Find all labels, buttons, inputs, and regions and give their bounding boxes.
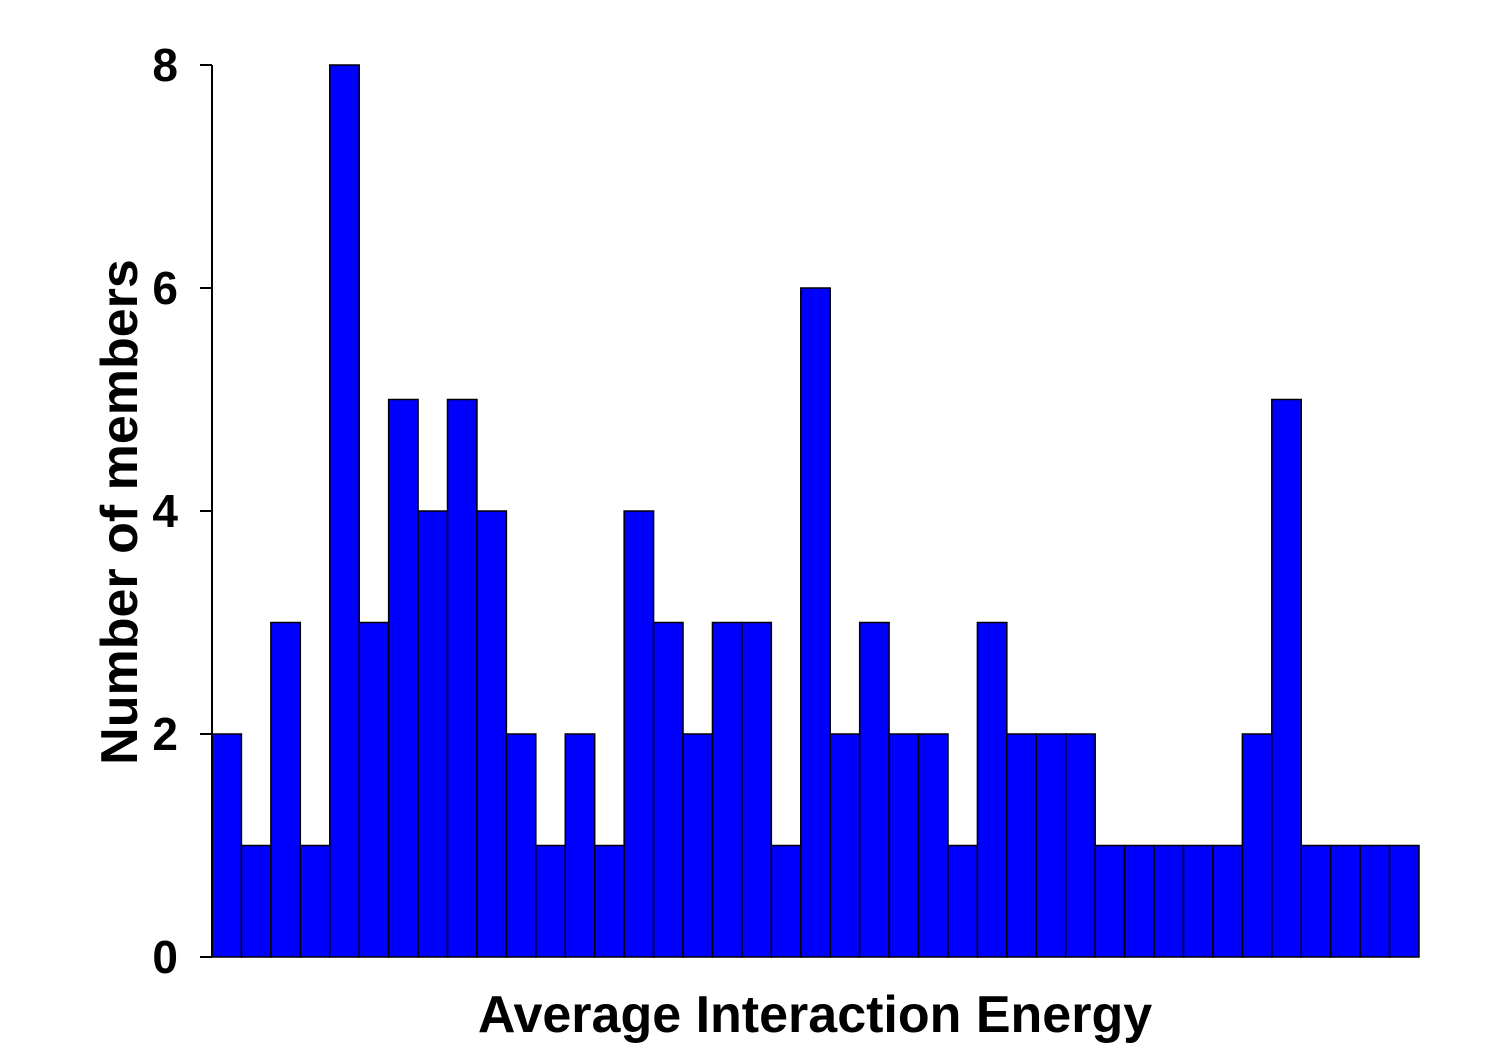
histogram-bar (476, 510, 508, 958)
histogram-bar (417, 510, 449, 958)
histogram-bar (1271, 398, 1302, 958)
x-axis-label: Average Interaction Energy (478, 986, 1152, 1044)
histogram-bar (623, 510, 655, 958)
histogram-bar (741, 621, 773, 958)
histogram-bar (387, 398, 419, 958)
histogram-bar (1388, 844, 1420, 958)
histogram-bar (240, 844, 272, 958)
histogram-bar (446, 398, 478, 958)
histogram-bar (829, 733, 861, 958)
histogram-bar (1329, 844, 1361, 958)
y-tick-label: 2 (152, 708, 178, 760)
histogram-bar (1123, 844, 1155, 958)
histogram-bar (1300, 844, 1332, 958)
histogram-bar (535, 844, 567, 958)
y-tick-label: 6 (152, 262, 178, 314)
histogram-bar (593, 844, 625, 958)
histogram-bar (1064, 733, 1096, 958)
histogram-bar (1212, 844, 1244, 958)
histogram-bar (976, 621, 1008, 958)
histogram-bar (358, 621, 390, 958)
histogram-bar (299, 844, 331, 958)
histogram-bar (1153, 844, 1185, 958)
y-tick-label: 0 (152, 931, 178, 983)
histogram-bar (917, 733, 949, 958)
histogram-bar (505, 733, 537, 958)
y-tick-label: 4 (152, 485, 178, 537)
histogram-bar (564, 733, 596, 958)
histogram-bar (1241, 733, 1273, 958)
histogram-bar (1182, 844, 1214, 958)
histogram-bar (1006, 733, 1038, 958)
histogram-bar (652, 621, 684, 958)
histogram-bar (800, 287, 831, 958)
histogram-bar (270, 621, 302, 958)
y-tick-label: 8 (152, 39, 178, 91)
bars-group (211, 64, 1420, 958)
y-axis-label: Number of members (91, 259, 149, 765)
histogram-bar (1094, 844, 1126, 958)
histogram-bar (1359, 844, 1391, 958)
histogram-bar (770, 844, 802, 958)
histogram-bar (1035, 733, 1067, 958)
histogram-bar (888, 733, 920, 958)
histogram-bar (682, 733, 714, 958)
y-axis: 0 2 4 6 8 (152, 39, 213, 983)
histogram-bar (329, 64, 360, 958)
histogram-bar (947, 844, 979, 958)
histogram-bar (711, 621, 743, 958)
histogram-bar (211, 733, 243, 958)
histogram-bar (858, 621, 890, 958)
